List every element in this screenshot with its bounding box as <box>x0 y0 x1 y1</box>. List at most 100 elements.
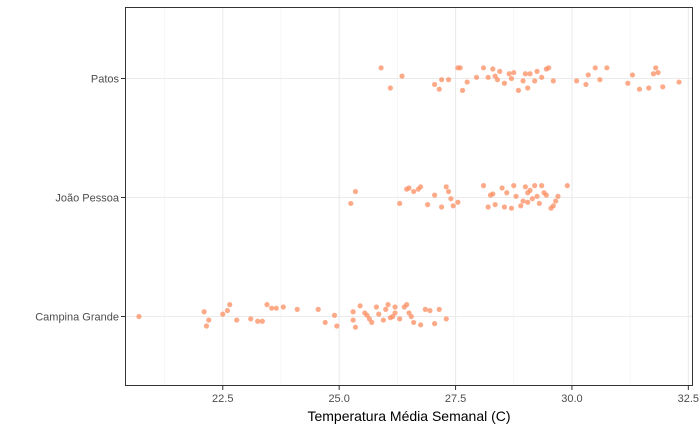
data-point <box>397 316 403 322</box>
data-point <box>543 192 549 198</box>
data-point <box>443 316 449 322</box>
data-point <box>473 74 480 80</box>
y-tick-label: João Pessoa <box>55 193 119 205</box>
data-point <box>455 199 461 205</box>
data-point <box>234 317 240 323</box>
data-point <box>136 313 142 320</box>
data-point <box>364 312 370 318</box>
data-point <box>485 74 491 80</box>
data-point <box>518 203 524 209</box>
x-tick-label: 30.0 <box>561 393 582 405</box>
data-point <box>445 188 452 195</box>
data-point <box>457 65 463 71</box>
x-tick-label: 32.5 <box>678 393 699 405</box>
data-point <box>494 77 501 83</box>
data-point <box>511 183 517 189</box>
data-point <box>553 198 559 204</box>
data-point <box>629 72 636 78</box>
data-point <box>539 183 545 189</box>
data-point <box>203 323 210 329</box>
data-point <box>387 85 393 91</box>
data-point <box>585 72 591 78</box>
data-point <box>369 319 375 326</box>
data-point <box>227 302 233 308</box>
data-point <box>459 87 466 93</box>
data-point <box>352 188 359 195</box>
data-point <box>550 78 556 84</box>
data-point <box>373 304 380 310</box>
data-point <box>564 183 570 189</box>
data-point <box>385 302 391 308</box>
data-point <box>436 306 442 312</box>
data-point <box>636 86 643 92</box>
data-point <box>487 192 494 198</box>
data-point <box>485 204 491 210</box>
data-point <box>380 317 386 323</box>
data-point <box>397 200 403 207</box>
data-point <box>555 193 561 199</box>
data-point <box>378 65 384 71</box>
data-point <box>520 78 526 84</box>
data-point <box>525 85 531 91</box>
panel-background <box>125 7 693 386</box>
data-point <box>418 322 424 328</box>
x-tick-label: 25.0 <box>328 393 349 405</box>
data-point <box>406 310 412 316</box>
y-axis-ticks: Campina Grande João Pessoa Patos <box>35 74 125 324</box>
data-point <box>280 304 286 310</box>
data-point <box>646 85 652 91</box>
data-point <box>399 73 405 79</box>
data-point <box>506 71 512 77</box>
data-point <box>348 200 354 207</box>
data-point <box>529 196 535 202</box>
data-point <box>422 306 428 312</box>
data-point <box>432 321 438 327</box>
data-point <box>248 316 254 322</box>
data-point <box>334 323 340 329</box>
data-point <box>597 77 603 83</box>
data-point <box>392 304 398 310</box>
data-point <box>513 193 519 199</box>
data-point <box>201 309 207 315</box>
y-tick-label: Campina Grande <box>35 312 119 324</box>
data-point <box>450 203 456 209</box>
data-point <box>383 306 389 312</box>
data-point <box>520 198 526 204</box>
data-point <box>515 87 522 93</box>
data-point <box>432 192 438 198</box>
data-point <box>501 80 508 86</box>
data-point <box>546 65 552 71</box>
data-point <box>269 305 275 311</box>
data-point <box>352 324 359 330</box>
data-point <box>480 65 487 71</box>
x-axis-title: Temperatura Média Semanal (C) <box>307 408 510 424</box>
data-point <box>539 74 545 80</box>
x-axis-ticks: 22.5 25.0 27.5 30.0 32.5 <box>212 386 699 405</box>
data-point <box>650 71 657 77</box>
data-point <box>655 69 661 76</box>
data-point <box>206 317 212 323</box>
data-point <box>411 319 417 326</box>
data-point <box>273 305 279 311</box>
data-point <box>406 185 412 191</box>
y-tick-label: Patos <box>91 74 120 86</box>
data-point <box>660 84 666 90</box>
data-point <box>255 318 261 324</box>
x-tick-label: 27.5 <box>445 393 466 405</box>
data-point <box>499 185 505 191</box>
data-point <box>264 302 270 308</box>
data-point <box>525 199 531 205</box>
x-tick-label: 22.5 <box>212 393 233 405</box>
data-point <box>625 80 631 86</box>
data-point <box>438 204 445 210</box>
data-point <box>224 307 231 314</box>
data-point <box>525 190 531 196</box>
data-point <box>315 306 321 312</box>
data-point <box>376 311 382 317</box>
data-point <box>522 184 528 190</box>
panel-border <box>125 7 693 386</box>
data-point <box>357 303 363 309</box>
data-point <box>404 302 410 308</box>
data-point <box>220 311 226 317</box>
data-point <box>550 203 556 209</box>
